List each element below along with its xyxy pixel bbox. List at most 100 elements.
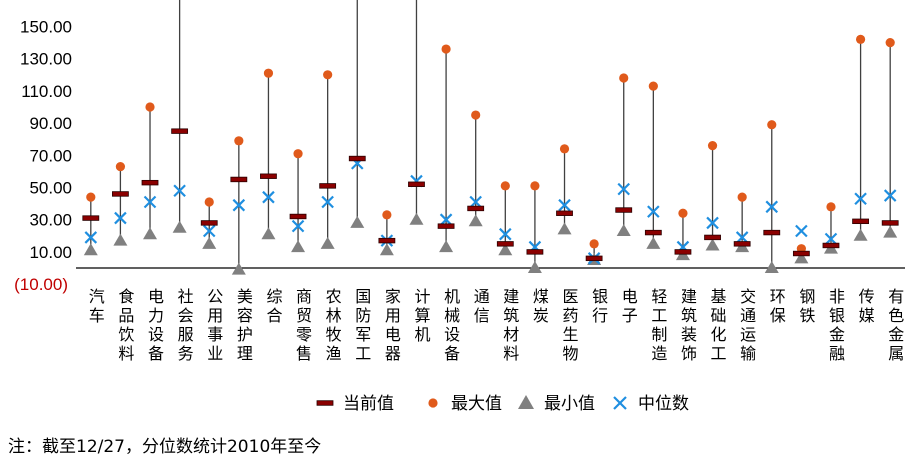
category-label: 公用事业 bbox=[207, 287, 223, 363]
min-triangle bbox=[261, 227, 276, 240]
category-label: 轻工制造 bbox=[651, 287, 667, 363]
max-dot bbox=[323, 70, 333, 80]
current-dash bbox=[644, 229, 662, 236]
min-triangle bbox=[853, 228, 868, 241]
min-triangle bbox=[143, 227, 158, 240]
min-triangle bbox=[231, 262, 246, 275]
max-dot bbox=[619, 73, 629, 83]
min-triangle bbox=[794, 251, 809, 264]
max-dot bbox=[767, 120, 777, 130]
current-dash bbox=[200, 220, 218, 226]
max-dot bbox=[737, 192, 747, 202]
legend-max-marker bbox=[428, 398, 438, 408]
footnote: 注：截至12/27，分位数统计2010年至今 bbox=[8, 437, 322, 457]
min-triangle bbox=[498, 243, 513, 256]
max-dot bbox=[115, 161, 126, 172]
median-cross bbox=[765, 200, 779, 214]
current-dash bbox=[822, 242, 840, 249]
category-label: 基础化工 bbox=[711, 287, 727, 363]
current-dash bbox=[408, 181, 425, 187]
current-dash bbox=[881, 220, 899, 226]
category-label: 煤炭 bbox=[533, 287, 549, 325]
current-dash bbox=[348, 155, 366, 162]
max-dot bbox=[855, 34, 866, 44]
current-dash bbox=[82, 215, 100, 221]
median-cross bbox=[647, 205, 660, 218]
category-label: 机械设备 bbox=[444, 287, 460, 363]
max-dot bbox=[234, 136, 244, 146]
category-label: 电子 bbox=[622, 287, 638, 325]
category-label: 建筑材料 bbox=[503, 287, 519, 363]
current-dash bbox=[319, 183, 337, 189]
category-label: 汽车 bbox=[89, 287, 105, 325]
current-dash bbox=[496, 241, 514, 247]
category-label: 食品饮料 bbox=[118, 287, 134, 363]
median-cross bbox=[558, 198, 571, 212]
y-tick-label: 70.00 bbox=[29, 146, 72, 165]
max-dot bbox=[530, 181, 540, 191]
current-dash bbox=[230, 176, 248, 183]
current-dash bbox=[467, 205, 485, 212]
median-cross bbox=[824, 232, 838, 246]
category-label: 交通运输 bbox=[740, 287, 756, 363]
whiskers bbox=[90, 0, 891, 270]
y-tick-label: (10.00) bbox=[14, 275, 68, 294]
min-triangle bbox=[883, 225, 898, 238]
current-dash bbox=[733, 241, 751, 247]
current-dash bbox=[556, 210, 573, 216]
min-triangle bbox=[379, 243, 394, 256]
median-cross bbox=[84, 231, 98, 244]
max-dot bbox=[678, 208, 688, 218]
min-triangle bbox=[616, 223, 631, 236]
category-label: 传媒 bbox=[859, 287, 875, 325]
min-triangle bbox=[527, 261, 542, 273]
range-chart: 150.00 130.00 110.00 90.00 70.00 50.00 30.00 10… bbox=[14, 0, 905, 414]
current-dash bbox=[171, 128, 189, 134]
y-tick-label: 110.00 bbox=[21, 82, 72, 101]
median-cross bbox=[143, 195, 157, 209]
legend-current-marker bbox=[316, 400, 334, 406]
current-dash bbox=[141, 179, 159, 186]
category-label: 综合 bbox=[266, 287, 282, 325]
max-dot bbox=[204, 197, 214, 207]
current-dash bbox=[852, 218, 869, 225]
min-triangle bbox=[646, 236, 661, 249]
median-cross bbox=[321, 195, 334, 209]
min-triangle bbox=[409, 212, 424, 225]
category-label: 国防军工 bbox=[355, 287, 371, 363]
median-cross bbox=[854, 192, 867, 206]
y-tick-label: 30.00 bbox=[29, 211, 72, 230]
max-dot bbox=[826, 202, 836, 212]
legend-label: 当前值 bbox=[343, 394, 394, 414]
median-cross bbox=[795, 224, 808, 238]
median-cross bbox=[114, 211, 127, 225]
legend-min-marker bbox=[518, 395, 534, 409]
category-label: 医药生物 bbox=[563, 287, 579, 363]
current-dash bbox=[437, 223, 455, 229]
data-marks bbox=[82, 34, 899, 275]
median-cross bbox=[617, 182, 631, 196]
median-cross bbox=[735, 231, 749, 244]
max-dot bbox=[500, 181, 510, 191]
median-cross bbox=[469, 195, 482, 209]
max-dot bbox=[648, 81, 658, 91]
y-tick-label: 10.00 bbox=[29, 243, 72, 262]
max-dot bbox=[589, 239, 599, 249]
median-cross bbox=[202, 224, 216, 238]
category-label: 计算机 bbox=[414, 287, 430, 344]
max-dot bbox=[559, 144, 570, 154]
x-axis: 汽车食品饮料电力设备社会服务公用事业美容护理综合商贸零售农林牧渔国防军工家用电器… bbox=[89, 287, 904, 363]
category-label: 银行 bbox=[592, 287, 608, 325]
median-cross bbox=[883, 189, 897, 202]
median-cross bbox=[499, 227, 512, 241]
category-label: 非银金融 bbox=[829, 287, 845, 363]
category-label: 社会服务 bbox=[178, 287, 194, 363]
category-label: 钢铁 bbox=[799, 287, 815, 325]
category-label: 环保 bbox=[770, 287, 786, 325]
category-label: 有色金属 bbox=[888, 287, 904, 363]
max-dot bbox=[885, 38, 895, 48]
median-cross bbox=[439, 213, 453, 226]
current-dash bbox=[615, 207, 633, 213]
y-axis: 150.00 130.00 110.00 90.00 70.00 50.00 30.00 10… bbox=[14, 18, 72, 295]
y-tick-label: 130.00 bbox=[20, 50, 72, 69]
